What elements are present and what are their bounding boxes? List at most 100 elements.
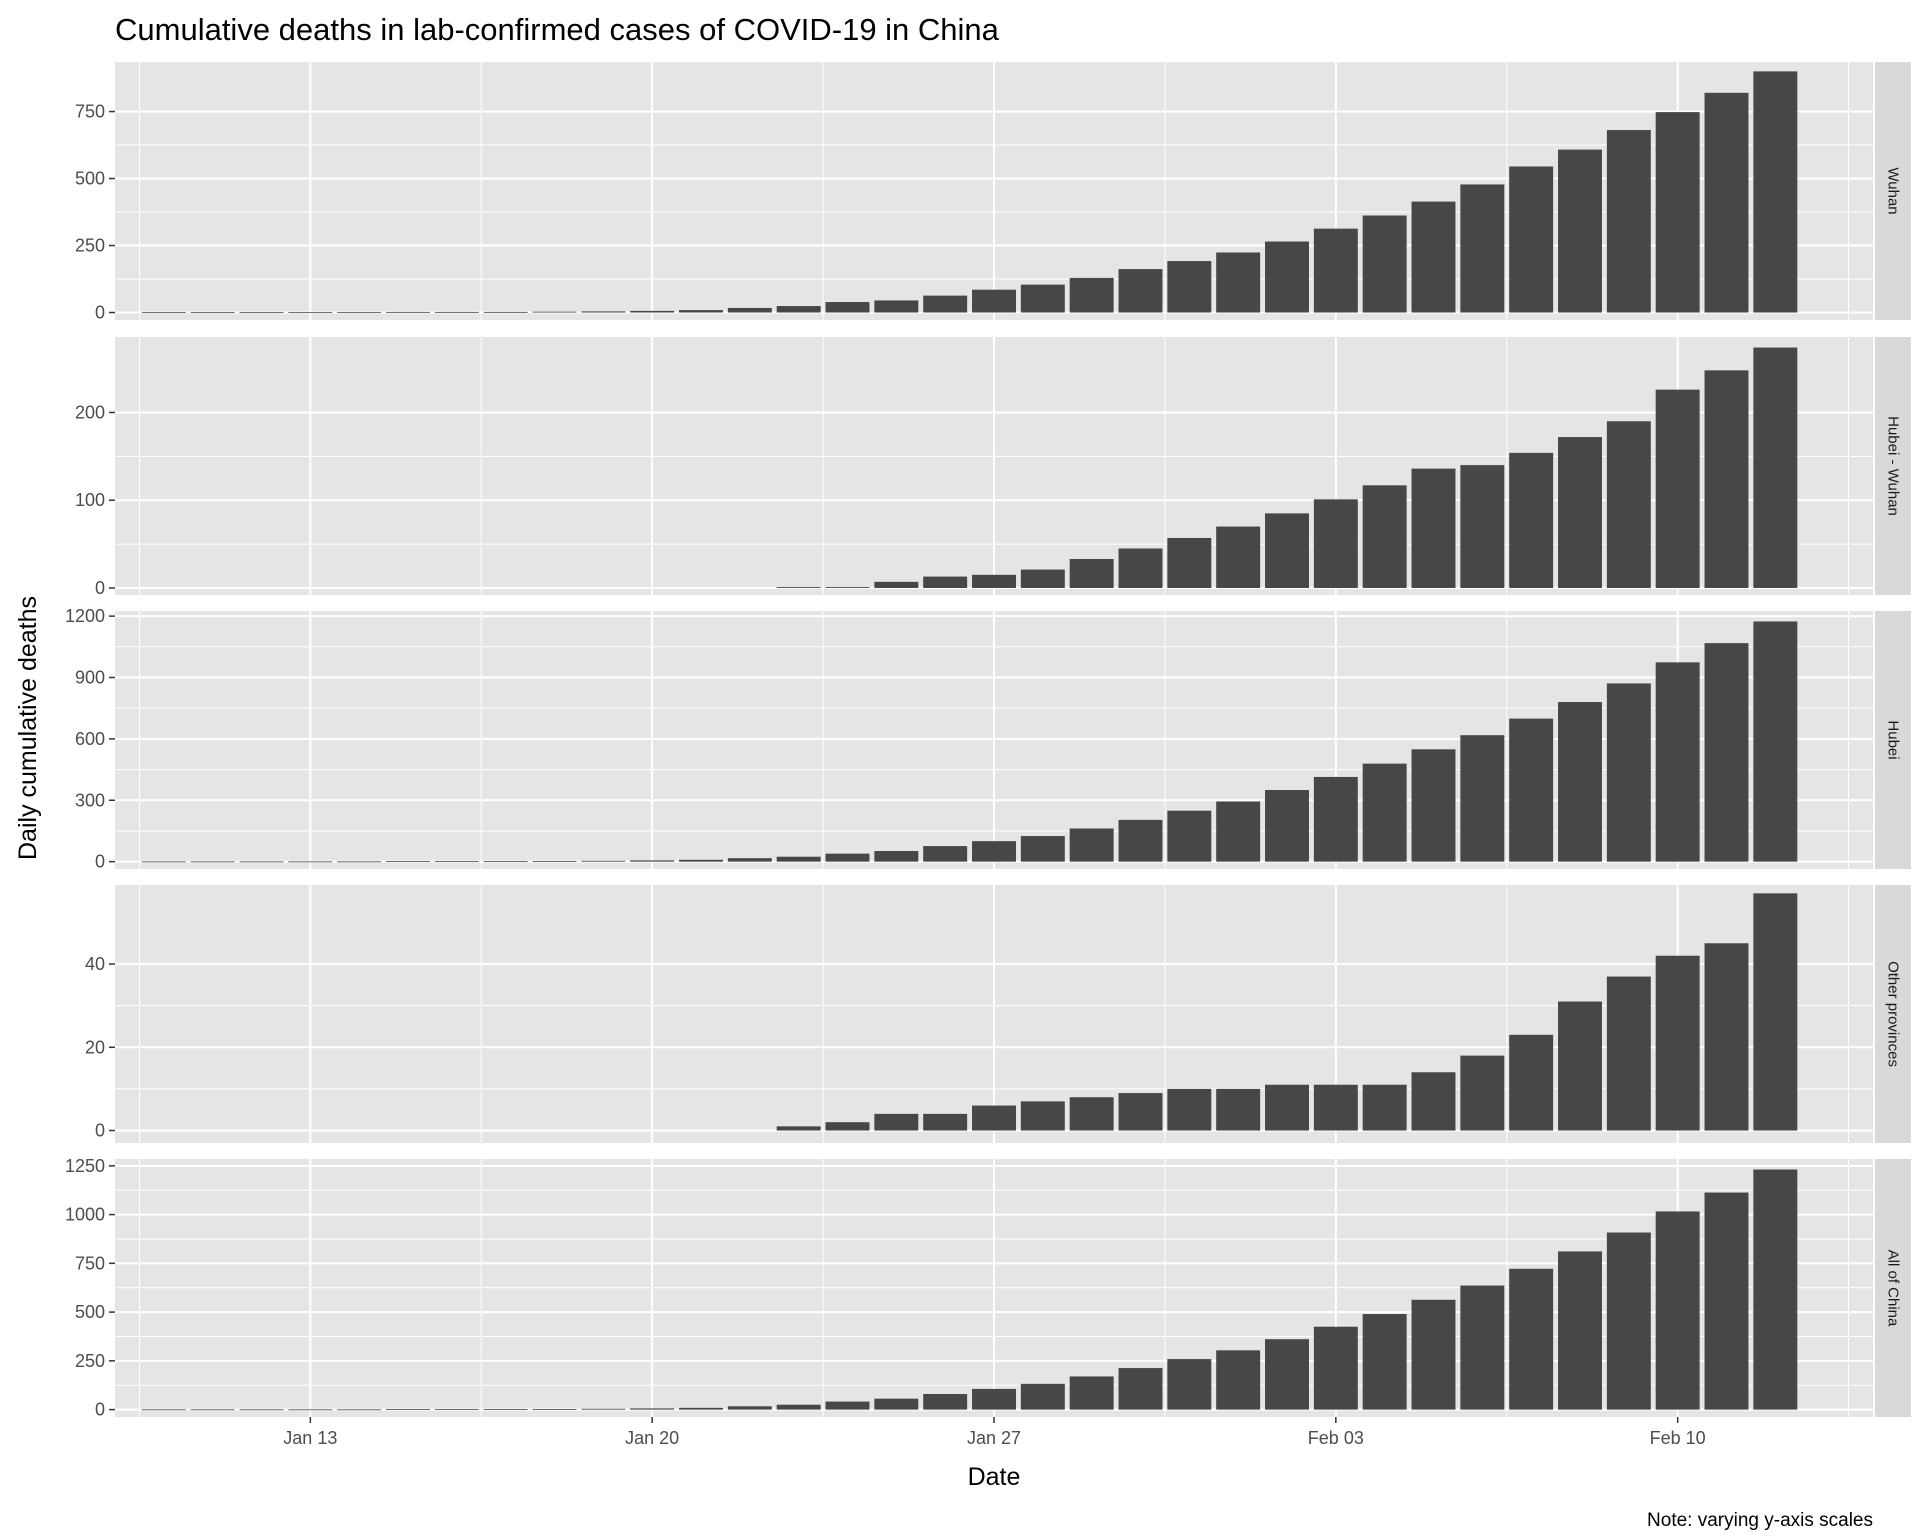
y-tick-label: 40 [85, 954, 105, 974]
bar [581, 860, 626, 862]
bar [1020, 836, 1065, 862]
bar [1167, 810, 1212, 862]
x-tick-label: Jan 27 [967, 1428, 1021, 1448]
bar [972, 574, 1016, 588]
bar [483, 311, 528, 313]
bar [1118, 548, 1163, 588]
bar [1509, 718, 1554, 862]
panel-wuhan: 0 250 500 750 Wuhan [75, 62, 1911, 322]
bar [1606, 1232, 1651, 1410]
bar [1606, 421, 1651, 588]
bar [1606, 976, 1651, 1131]
bar [1411, 1072, 1456, 1131]
bar [288, 861, 333, 863]
panel-hubei-wuhan: 0 100 200 Hubei - Wuhan [75, 337, 1911, 598]
bar [581, 311, 626, 313]
bar [1362, 763, 1407, 862]
y-tick-label: 0 [95, 302, 105, 322]
bar [727, 1406, 772, 1410]
bar [386, 311, 430, 313]
bar [1460, 465, 1505, 588]
bar [1655, 112, 1700, 313]
bar [1118, 269, 1163, 313]
y-tick-label: 0 [95, 1400, 105, 1420]
bar [972, 841, 1016, 862]
bar [923, 576, 968, 588]
bar [1265, 790, 1309, 862]
bar [532, 1409, 577, 1410]
facet-strip-label: Hubei [1885, 720, 1902, 759]
bar [1411, 749, 1456, 862]
y-axis-title: Daily cumulative deaths [14, 596, 42, 860]
bar [1216, 252, 1261, 313]
bar [337, 861, 382, 863]
chart-title: Cumulative deaths in lab-confirmed cases… [115, 12, 1000, 47]
bar [1655, 662, 1700, 862]
bar [239, 312, 284, 314]
y-tick-label: 100 [75, 490, 105, 510]
bar [1460, 735, 1505, 862]
y-tick-label: 1000 [65, 1205, 105, 1225]
x-tick-label: Feb 10 [1650, 1428, 1706, 1448]
bar [825, 1401, 870, 1410]
bar [972, 1105, 1016, 1131]
bar [874, 300, 919, 313]
bar [1069, 277, 1114, 313]
bar [1020, 1101, 1065, 1131]
bar [532, 311, 577, 313]
bar [1020, 1383, 1065, 1410]
bar [1020, 569, 1065, 588]
chart-note: Note: varying y-axis scales [1647, 1510, 1873, 1531]
y-tick-label: 500 [75, 1302, 105, 1322]
bar [630, 1408, 675, 1410]
bar [1753, 347, 1798, 588]
bar [825, 302, 870, 313]
facet-strip [1875, 1159, 1911, 1417]
bar [776, 306, 821, 313]
bar [1655, 389, 1700, 588]
bar [1558, 702, 1602, 862]
bar [1167, 1088, 1212, 1131]
bar [1313, 1084, 1358, 1131]
y-tick-label: 750 [75, 1253, 105, 1273]
bar [337, 312, 382, 314]
bar [1313, 1326, 1358, 1410]
x-tick-label: Jan 20 [625, 1428, 679, 1448]
bar [190, 861, 235, 863]
bar [1069, 1097, 1114, 1131]
bar [1265, 241, 1309, 313]
facet-strip-label: All of China [1885, 1250, 1902, 1327]
bar [1753, 71, 1798, 313]
bar [776, 1404, 821, 1410]
bar [1118, 1093, 1163, 1131]
bar [1265, 1084, 1309, 1131]
bar [1606, 130, 1651, 313]
bar [1704, 643, 1749, 862]
bar [1655, 955, 1700, 1131]
panel-all-of-china: 0 250 500 750 1000 1250 All of China [65, 1156, 1911, 1420]
bar [825, 1122, 870, 1131]
bar [776, 587, 821, 588]
bar [1362, 1314, 1407, 1410]
bar [825, 853, 870, 862]
bar [923, 1113, 968, 1131]
bar [1558, 149, 1602, 313]
bar [1216, 1350, 1261, 1410]
bar [630, 310, 675, 313]
bar [874, 581, 919, 588]
bar [1460, 1285, 1505, 1410]
bar [1265, 513, 1309, 588]
bar [483, 1409, 528, 1410]
facet-strip [1875, 885, 1911, 1143]
bar [1069, 559, 1114, 588]
bar [1069, 828, 1114, 862]
bar [776, 1126, 821, 1131]
bar [1655, 1211, 1700, 1410]
bar [1020, 284, 1065, 313]
y-tick-label: 0 [95, 852, 105, 872]
bar [532, 861, 577, 862]
bar [141, 861, 186, 863]
x-axis-title: Date [968, 1463, 1021, 1491]
bar [1167, 537, 1212, 588]
y-tick-label: 1250 [65, 1156, 105, 1176]
